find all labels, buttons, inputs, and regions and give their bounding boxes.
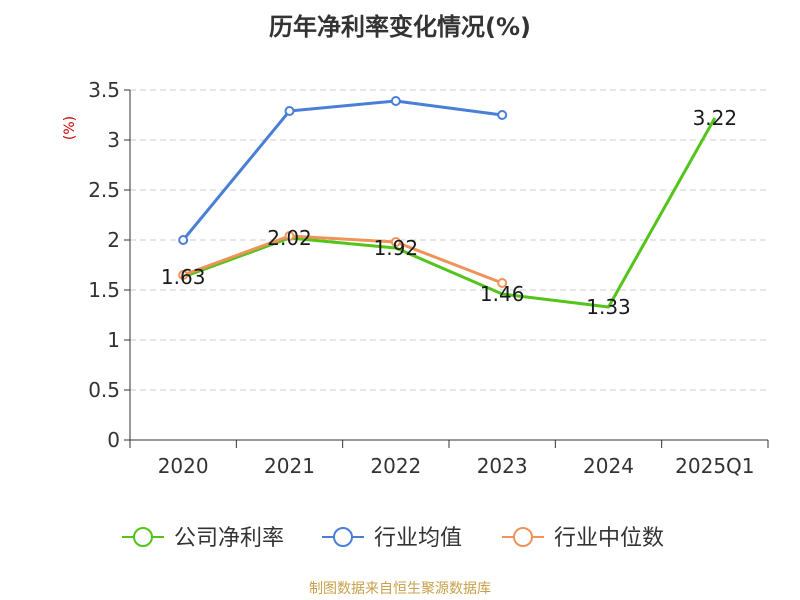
x-tick-label: 2024 [583,454,634,478]
chart-title: 历年净利率变化情况(%) [269,13,531,41]
x-tick-label: 2023 [477,454,528,478]
x-tick-label: 2021 [264,454,315,478]
series-marker [497,110,508,120]
y-axis-label: (%) [62,116,78,140]
legend-marker [333,527,353,547]
y-tick-label: 2.5 [88,178,120,202]
legend-label: 行业均值 [374,526,462,551]
data-label: 1.63 [161,265,206,289]
series-marker [497,278,508,288]
y-tick-label: 1 [107,328,120,352]
series-marker [390,237,401,247]
y-tick-label: 2 [107,228,120,252]
data-labels: 1.63 2.02 1.92 1.46 1.33 3.22 [161,106,737,319]
y-tick-label: 0.5 [88,378,120,402]
y-tick-label: 3 [107,128,120,152]
series-marker [284,231,295,241]
series-layer [178,96,717,309]
axes: 0 0.5 1 1.5 2 2.5 3 3.5 2020 2021 2022 2023 2024 2025… [88,78,769,478]
legend-label: 公司净利率 [174,526,284,551]
y-tick-label: 1.5 [88,278,120,302]
series-marker [390,96,401,106]
data-label: 1.33 [586,295,631,319]
legend-marker [133,527,153,547]
series-line [182,117,717,309]
data-label: 1.92 [374,236,419,260]
series-marker [284,106,295,116]
x-tick-label: 2025Q1 [675,454,754,478]
x-tick-label: 2020 [158,454,209,478]
legend-marker [513,527,533,547]
data-label: 1.46 [480,282,525,306]
source-note: 制图数据来自恒生聚源数据库 [309,581,491,597]
series-marker [178,270,189,280]
data-label: 2.02 [267,226,312,250]
legend-label: 行业中位数 [554,526,664,551]
y-tick-label: 3.5 [88,78,120,102]
series-marker [178,235,189,245]
y-tick-label: 0 [107,428,120,452]
series-line [182,234,503,285]
grid [130,89,768,391]
x-tick-label: 2022 [370,454,421,478]
series-line [182,99,503,241]
legend: 公司净利率 行业均值 行业中位数 [122,526,664,551]
data-label: 3.22 [693,106,738,130]
